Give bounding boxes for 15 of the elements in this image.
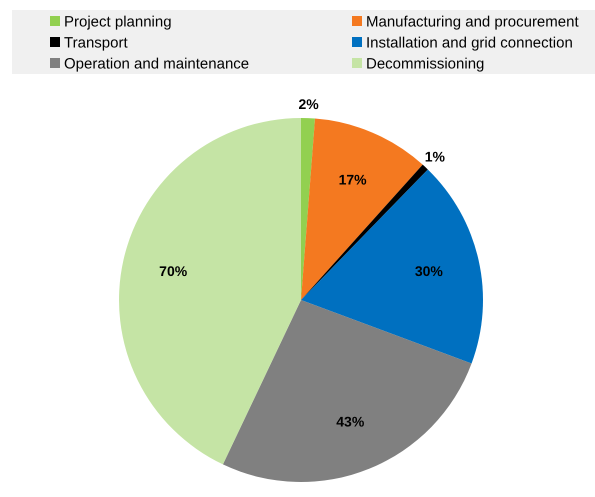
pie-slice [301, 169, 483, 364]
data-label: 70% [159, 263, 188, 280]
data-label: 43% [336, 413, 365, 430]
legend-label: Manufacturing and procurement [366, 13, 580, 30]
data-label: 1% [424, 148, 446, 165]
pie-slice [119, 118, 301, 464]
data-label: 17% [338, 171, 368, 188]
legend-label: Decommissioning [366, 55, 484, 72]
legend-label: Installation and grid connection [366, 34, 573, 52]
legend-label: Operation and maintenance [64, 55, 250, 72]
legend-label: Transport [64, 34, 128, 52]
pie-slice [222, 300, 472, 482]
legend-label: Project planning [64, 13, 172, 30]
data-label: 30% [414, 263, 444, 280]
data-label: 2% [298, 96, 320, 112]
